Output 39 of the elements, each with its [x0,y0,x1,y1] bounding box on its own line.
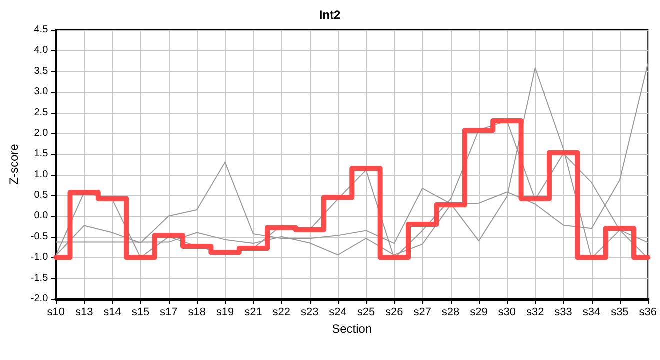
x-tick-label: s27 [414,306,432,318]
x-tick-label: s23 [300,306,319,318]
x-axis-title: Section [332,322,372,336]
x-tick-label: s24 [329,306,347,318]
x-tick-label: s32 [526,306,544,318]
y-tick-label: 1.0 [34,169,49,180]
chart-title: Int2 [319,8,341,22]
y-tick-label: 4.5 [34,24,49,36]
x-tick-label: s10 [47,306,66,318]
y-tick-label: 2.0 [34,128,49,139]
y-tick-label: -1.5 [30,272,49,284]
x-tick-label: s25 [357,306,376,318]
y-tick-label: -1.0 [30,252,49,264]
y-tick-label: 4.0 [34,45,49,56]
x-tick-label: s13 [75,306,94,318]
x-tick-label: s18 [188,306,206,318]
x-tick-label: s28 [442,306,460,318]
y-tick-label: 3.0 [34,86,49,98]
x-tick-label: s29 [470,306,488,318]
x-tick-label: s22 [272,306,291,318]
y-tick-label: -0.5 [30,231,49,242]
x-tick-label: s15 [132,306,150,318]
y-tick-label: 2.5 [34,107,49,118]
y-tick-label: 0.5 [34,190,49,202]
x-tick-label: s33 [554,306,572,318]
y-tick-label: -2.0 [30,294,49,304]
x-tick-label: s35 [611,306,629,318]
x-tick-label: s14 [104,306,122,318]
x-tick-label: s30 [498,306,516,318]
x-tick-label: s36 [639,306,658,318]
y-tick-label: 1.5 [34,148,49,160]
x-tick-label: s17 [160,306,178,318]
x-tick-label: s19 [216,306,234,318]
x-tick-label: s21 [244,306,262,318]
y-tick-label: 3.5 [34,66,49,77]
y-axis-title: Z-score [7,144,21,185]
x-tick-label: s26 [386,306,404,318]
y-tick-label: 0.0 [34,210,49,222]
x-tick-label: s34 [582,306,601,318]
